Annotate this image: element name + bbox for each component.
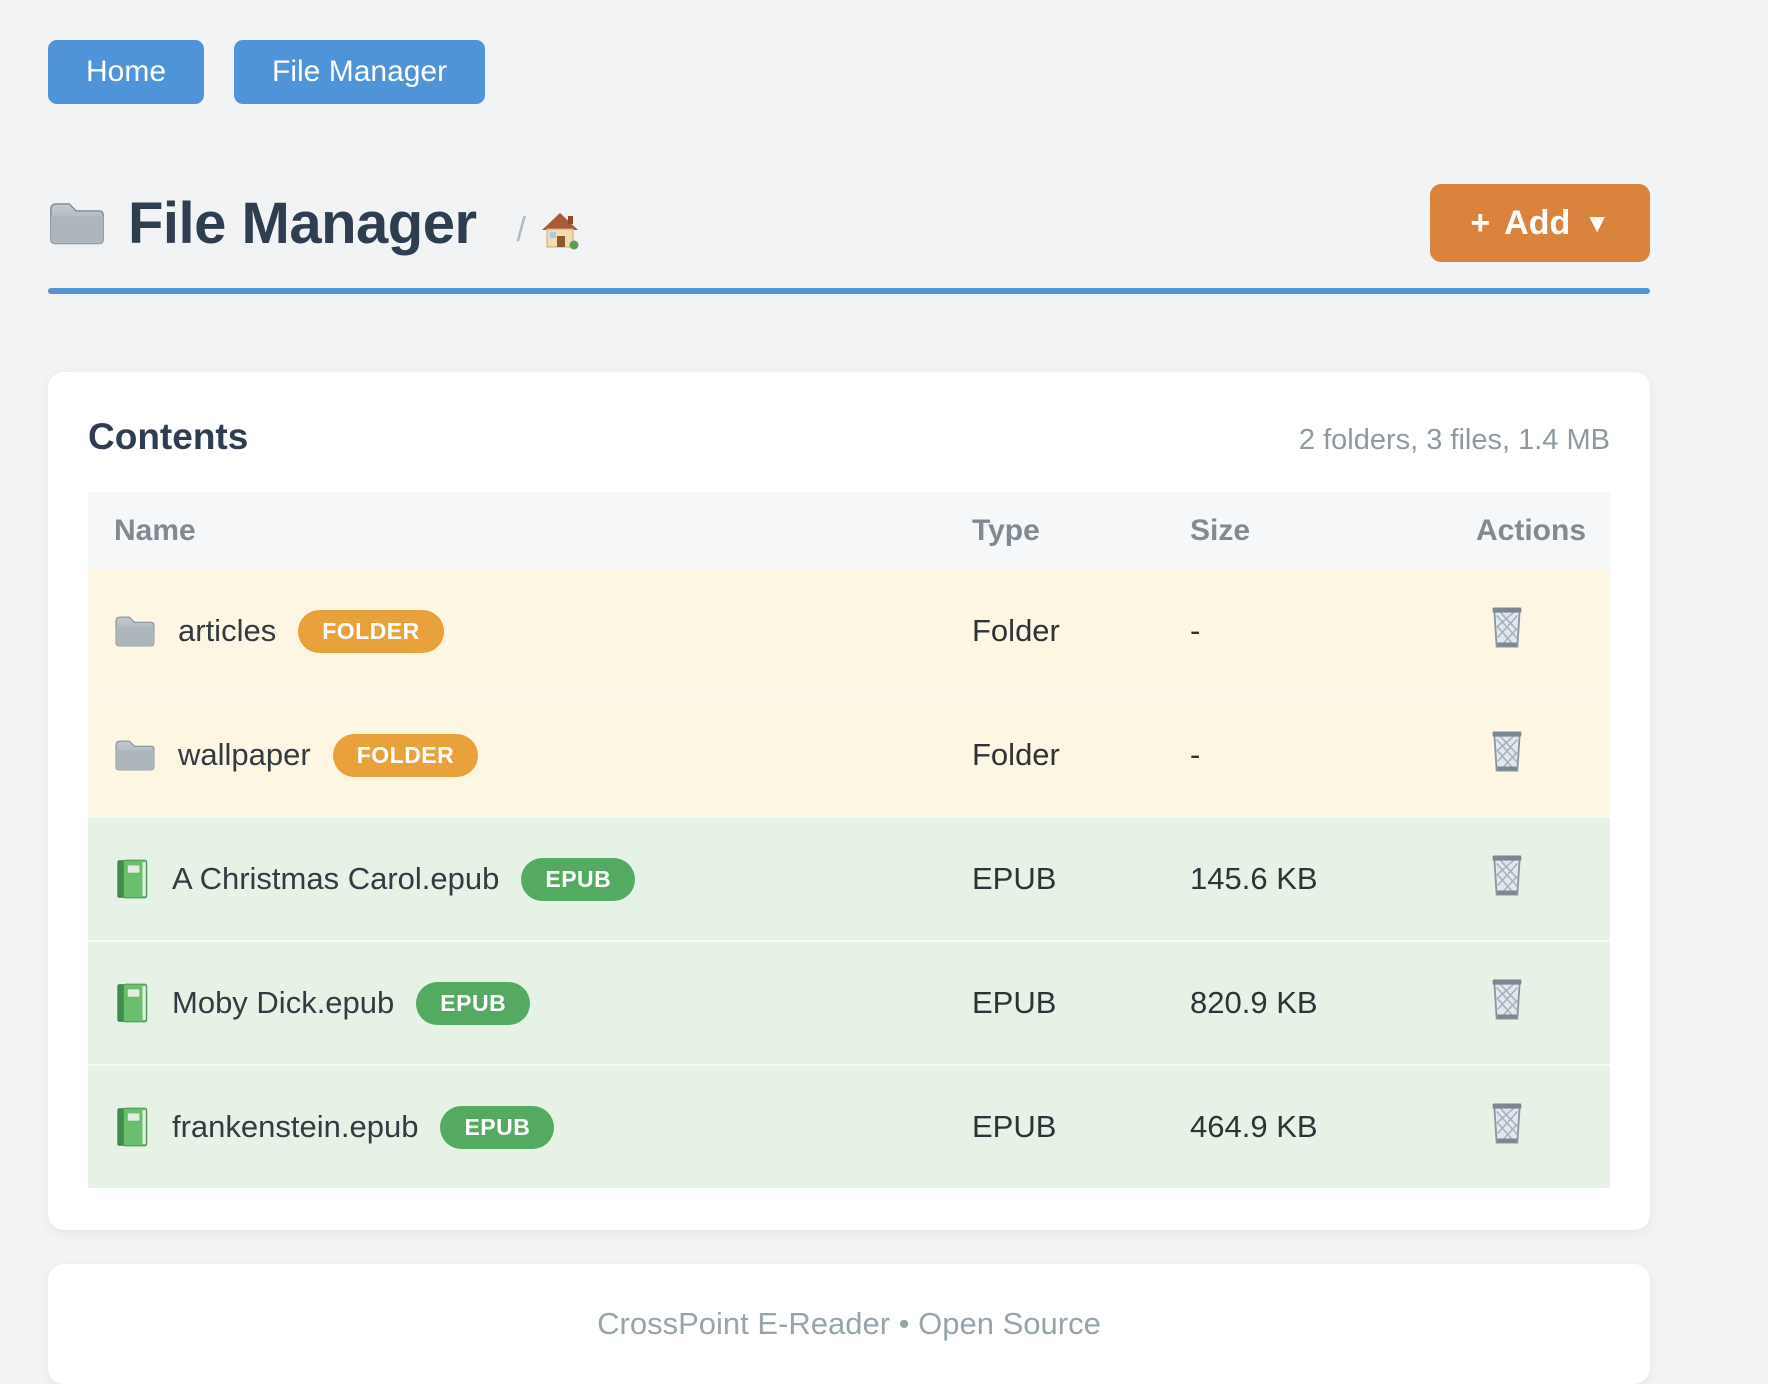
file-size: 464.9 KB — [1190, 1109, 1318, 1144]
type-badge: EPUB — [521, 857, 636, 901]
book-icon — [114, 858, 150, 900]
table-row[interactable]: articles FOLDER Folder - — [88, 570, 1610, 693]
folder-icon — [48, 198, 106, 248]
breadcrumb: / — [517, 210, 580, 250]
file-size: - — [1190, 737, 1201, 772]
delete-button[interactable] — [1486, 728, 1528, 777]
header-divider — [48, 288, 1650, 294]
file-type: EPUB — [972, 1109, 1057, 1144]
folder-icon — [114, 737, 156, 773]
book-icon — [114, 982, 150, 1024]
column-header-type: Type — [946, 492, 1164, 570]
footer-card: CrossPoint E-Reader • Open Source — [48, 1264, 1650, 1384]
table-row[interactable]: frankenstein.epub EPUB EPUB 464.9 KB — [88, 1065, 1610, 1188]
top-nav: Home File Manager — [48, 40, 1650, 104]
column-header-name: Name — [88, 492, 946, 570]
page-title: File Manager — [128, 190, 477, 256]
trash-icon — [1486, 604, 1528, 650]
file-type: EPUB — [972, 861, 1057, 896]
table-row[interactable]: A Christmas Carol.epub EPUB EPUB 145.6 K… — [88, 817, 1610, 941]
delete-button[interactable] — [1486, 604, 1528, 653]
trash-icon — [1486, 728, 1528, 774]
breadcrumb-separator: / — [516, 210, 526, 249]
book-icon — [114, 1106, 150, 1148]
file-type: Folder — [972, 613, 1060, 648]
delete-button[interactable] — [1486, 1100, 1528, 1149]
file-name[interactable]: articles — [178, 613, 277, 648]
trash-icon — [1486, 976, 1528, 1022]
home-root-icon[interactable] — [540, 210, 580, 250]
delete-button[interactable] — [1486, 852, 1528, 901]
page-header: File Manager / + Add ▼ — [48, 184, 1650, 262]
file-manager-button[interactable]: File Manager — [234, 40, 486, 104]
contents-summary: 2 folders, 3 files, 1.4 MB — [1298, 424, 1610, 456]
delete-button[interactable] — [1486, 976, 1528, 1025]
table-header-row: Name Type Size Actions — [88, 492, 1610, 570]
file-size: 820.9 KB — [1190, 985, 1318, 1020]
file-name[interactable]: Moby Dick.epub — [172, 985, 395, 1020]
file-table: Name Type Size Actions articles FOLDER F… — [88, 492, 1610, 1188]
type-badge: FOLDER — [332, 733, 479, 777]
file-name[interactable]: A Christmas Carol.epub — [172, 861, 500, 896]
folder-icon — [114, 613, 156, 649]
footer-text: CrossPoint E-Reader • Open Source — [597, 1306, 1101, 1341]
column-header-size: Size — [1164, 492, 1450, 570]
column-header-actions: Actions — [1450, 492, 1610, 570]
contents-card: Contents 2 folders, 3 files, 1.4 MB Name… — [48, 372, 1650, 1230]
plus-icon: + — [1470, 203, 1491, 242]
file-name[interactable]: frankenstein.epub — [172, 1109, 419, 1144]
trash-icon — [1486, 852, 1528, 898]
add-button[interactable]: + Add ▼ — [1430, 184, 1650, 262]
file-type: EPUB — [972, 985, 1057, 1020]
add-button-label: Add — [1504, 203, 1571, 242]
file-type: Folder — [972, 737, 1060, 772]
file-name[interactable]: wallpaper — [178, 737, 311, 772]
type-badge: FOLDER — [298, 609, 444, 653]
contents-heading: Contents — [88, 416, 249, 457]
table-row[interactable]: wallpaper FOLDER Folder - — [88, 693, 1610, 817]
type-badge: EPUB — [416, 981, 531, 1025]
type-badge: EPUB — [440, 1105, 555, 1149]
trash-icon — [1486, 1100, 1528, 1146]
file-manager-page: Home File Manager File Manager / + Add ▼… — [48, 0, 1650, 1384]
file-size: - — [1190, 613, 1201, 648]
caret-down-icon: ▼ — [1584, 207, 1610, 238]
table-row[interactable]: Moby Dick.epub EPUB EPUB 820.9 KB — [88, 941, 1610, 1065]
file-size: 145.6 KB — [1190, 861, 1318, 896]
home-button[interactable]: Home — [48, 40, 205, 104]
